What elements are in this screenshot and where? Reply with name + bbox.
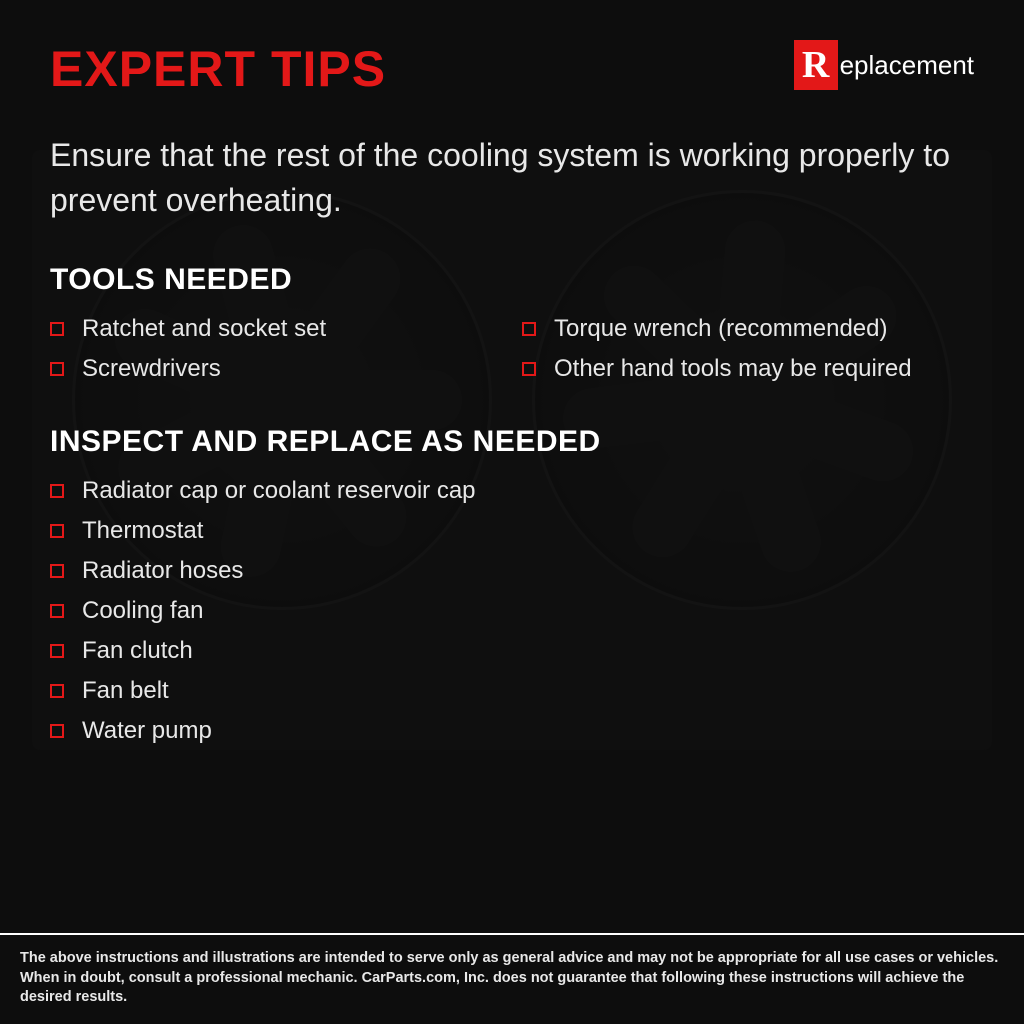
list-item-label: Water pump: [82, 717, 212, 745]
list-item-label: Radiator hoses: [82, 557, 243, 585]
list-item: Radiator hoses: [50, 557, 974, 585]
list-item-label: Thermostat: [82, 517, 203, 545]
intro-text: Ensure that the rest of the cooling syst…: [50, 133, 974, 223]
page-title: EXPERT TIPS: [50, 40, 386, 98]
list-item-label: Cooling fan: [82, 597, 203, 625]
bullet-icon: [50, 684, 64, 698]
bullet-icon: [50, 484, 64, 498]
logo-text: eplacement: [840, 50, 974, 81]
list-item: Ratchet and socket set: [50, 315, 502, 343]
bullet-icon: [50, 644, 64, 658]
list-item: Water pump: [50, 717, 974, 745]
list-item-label: Torque wrench (recommended): [554, 315, 887, 343]
list-item-label: Radiator cap or coolant reservoir cap: [82, 477, 476, 505]
list-item-label: Fan belt: [82, 677, 169, 705]
bullet-icon: [50, 604, 64, 618]
list-item: Screwdrivers: [50, 355, 502, 383]
list-item-label: Screwdrivers: [82, 355, 221, 383]
content-container: EXPERT TIPS R eplacement Ensure that the…: [0, 0, 1024, 1024]
list-item-label: Ratchet and socket set: [82, 315, 326, 343]
list-item: Other hand tools may be required: [522, 355, 974, 383]
list-item-label: Fan clutch: [82, 637, 193, 665]
list-item: Torque wrench (recommended): [522, 315, 974, 343]
bullet-icon: [522, 362, 536, 376]
list-item: Fan belt: [50, 677, 974, 705]
header-row: EXPERT TIPS R eplacement: [50, 40, 974, 98]
bullet-icon: [50, 322, 64, 336]
bullet-icon: [50, 524, 64, 538]
bullet-icon: [50, 362, 64, 376]
logo-r-badge: R: [794, 40, 838, 90]
bullet-icon: [50, 724, 64, 738]
list-item-label: Other hand tools may be required: [554, 355, 912, 383]
list-item: Cooling fan: [50, 597, 974, 625]
list-item: Fan clutch: [50, 637, 974, 665]
list-item: Radiator cap or coolant reservoir cap: [50, 477, 974, 505]
inspect-heading: INSPECT AND REPLACE AS NEEDED: [50, 425, 974, 459]
bullet-icon: [522, 322, 536, 336]
tools-heading: TOOLS NEEDED: [50, 263, 974, 297]
inspect-list: Radiator cap or coolant reservoir cap Th…: [50, 477, 974, 745]
list-item: Thermostat: [50, 517, 974, 545]
tools-list: Ratchet and socket set Torque wrench (re…: [50, 315, 974, 383]
bullet-icon: [50, 564, 64, 578]
brand-logo: R eplacement: [794, 40, 974, 90]
